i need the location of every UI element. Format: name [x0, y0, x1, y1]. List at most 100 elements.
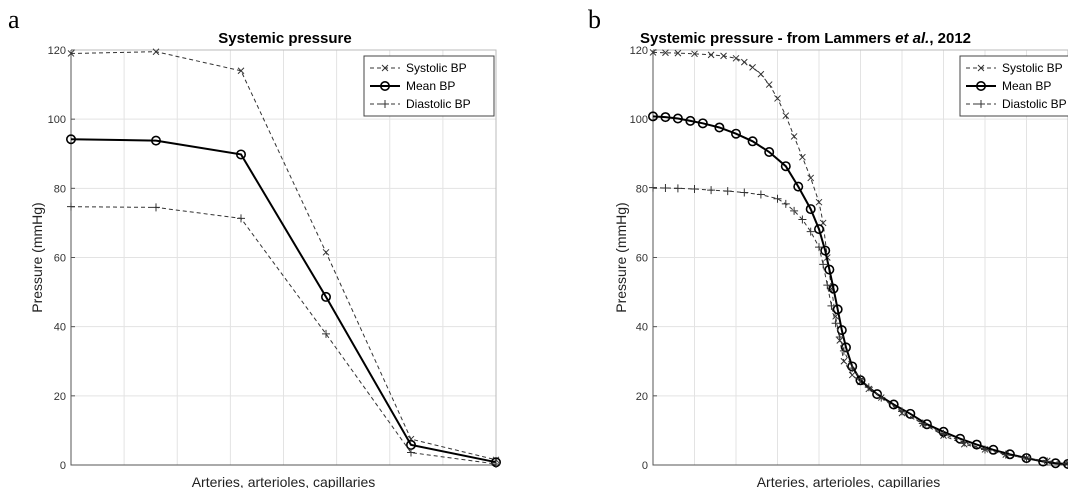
data-point [820, 245, 831, 256]
legend: Systolic BP Mean BP Diastolic BP [363, 55, 495, 117]
data-point [799, 153, 806, 161]
data-point [66, 134, 77, 145]
legend-marker [381, 100, 389, 108]
legend-label: Diastolic BP [406, 97, 471, 111]
data-point [988, 444, 999, 455]
data-point [781, 199, 790, 208]
axes-top-right [71, 49, 497, 465]
data-point [774, 95, 781, 102]
data-point [819, 260, 828, 269]
data-point [661, 183, 670, 192]
data-point [832, 304, 843, 315]
data-point [152, 48, 160, 56]
data-point [649, 49, 657, 56]
chart-title: Systemic pressure - from Lammers et al.,… [640, 30, 971, 47]
data-point [67, 202, 75, 211]
data-point [740, 188, 749, 197]
y-tick-label: 120 [48, 45, 66, 57]
data-point [1021, 453, 1032, 464]
data-point [1001, 450, 1010, 459]
data-point [848, 371, 856, 379]
data-point [1064, 459, 1068, 468]
data-point [840, 342, 851, 353]
data-point [960, 438, 969, 447]
data-point [1050, 458, 1061, 469]
data-point [237, 67, 245, 75]
series-diastolic-bp [67, 202, 500, 468]
series-line [70, 206, 497, 465]
data-point [823, 281, 832, 290]
legend-label: Systolic BP [406, 61, 467, 75]
data-point [691, 50, 698, 58]
data-point [674, 49, 682, 57]
y-tick-label: 60 [54, 253, 66, 265]
panel-letter: a [8, 5, 20, 34]
data-point [236, 149, 247, 160]
legend-label: Systolic BP [1002, 61, 1063, 75]
legend-marker [379, 81, 390, 92]
series-line [652, 187, 1068, 465]
data-point [662, 49, 669, 57]
data-point [765, 81, 773, 88]
y-tick-label: 100 [630, 114, 648, 126]
x-axis-label: Arteries, arterioles, capillaries [192, 474, 376, 488]
data-point [918, 419, 927, 428]
data-point [672, 113, 683, 124]
legend-marker [977, 100, 985, 108]
legend: Systolic BP Mean BP Diastolic BP [959, 55, 1068, 117]
data-point [815, 243, 823, 252]
data-point [673, 184, 682, 193]
data-point [757, 70, 765, 78]
panel-a: a Systemic pressure 0 20 40 60 80 100 120 Pressur… [8, 5, 501, 488]
data-point [660, 112, 671, 123]
legend-label: Mean BP [406, 79, 455, 93]
data-point [971, 439, 982, 450]
chart-title: Systemic pressure [218, 30, 351, 47]
y-tick-label: 80 [636, 183, 648, 195]
y-axis-label: Pressure (mmHg) [29, 202, 45, 312]
data-point [898, 407, 906, 416]
data-point [707, 186, 716, 195]
data-point [1022, 454, 1031, 463]
data-point [649, 183, 657, 192]
legend-marker [975, 81, 986, 92]
data-point [67, 50, 75, 57]
data-point [320, 291, 331, 302]
y-tick-label: 80 [54, 183, 66, 195]
y-tick-label: 20 [54, 391, 66, 403]
data-point [780, 161, 791, 172]
gridlines [71, 49, 496, 466]
data-point [831, 319, 840, 328]
data-point [714, 122, 725, 133]
legend-marker [977, 64, 985, 72]
y-tick-label: 0 [60, 460, 66, 472]
data-point [835, 333, 844, 342]
y-tick-label: 40 [54, 322, 66, 334]
data-point [805, 204, 816, 215]
data-point [828, 283, 839, 294]
series-line [70, 138, 497, 464]
legend-marker [381, 64, 389, 72]
y-tick-label: 20 [636, 391, 648, 403]
data-point [840, 357, 848, 365]
data-point [730, 128, 741, 139]
data-point [707, 51, 715, 59]
series-line [70, 51, 497, 461]
series-diastolic-bp [649, 183, 1068, 468]
data-point [322, 248, 330, 256]
data-point [806, 227, 815, 236]
data-point [749, 63, 756, 71]
data-point [981, 445, 989, 454]
data-point [764, 147, 775, 158]
data-point [813, 224, 824, 235]
data-point [877, 393, 886, 402]
data-point [848, 364, 857, 373]
data-point [1043, 457, 1052, 466]
legend-label: Mean BP [1002, 79, 1051, 93]
data-point [685, 115, 696, 126]
data-point [747, 136, 758, 147]
data-point [793, 181, 804, 192]
panel-b: b Systemic pressure - from Lammers et al.… [588, 5, 1068, 488]
data-point [407, 448, 415, 457]
y-axis-label: Pressure (mmHg) [613, 202, 629, 312]
